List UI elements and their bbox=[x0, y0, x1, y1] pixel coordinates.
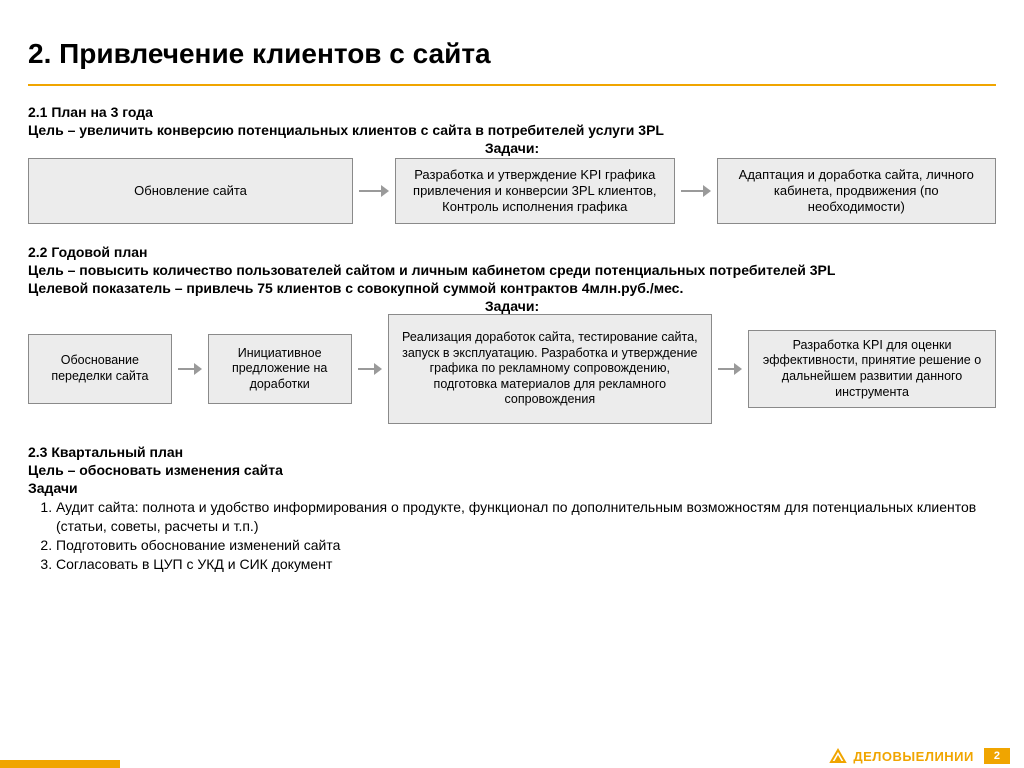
arrow-icon bbox=[718, 359, 742, 379]
section3-tasks-label: Задачи bbox=[28, 480, 996, 496]
section3-goal: Цель – обосновать изменения сайта bbox=[28, 462, 996, 478]
flow-box: Разработка KPI для оценки эффективности,… bbox=[748, 330, 996, 408]
flow-box: Реализация доработок сайта, тестирование… bbox=[388, 314, 713, 424]
section2-goal-line1: Цель – повысить количество пользователей… bbox=[28, 262, 996, 278]
section3-task-list: Аудит сайта: полнота и удобство информир… bbox=[28, 498, 996, 574]
flow-box: Адаптация и доработка сайта, личного каб… bbox=[717, 158, 996, 224]
list-item: Подготовить обоснование изменений сайта bbox=[56, 536, 996, 555]
brand-triangle-icon bbox=[829, 748, 847, 764]
section1-tasks-label: Задачи: bbox=[28, 140, 996, 156]
list-item: Согласовать в ЦУП с УКД и СИК документ bbox=[56, 555, 996, 574]
slide: 2. Привлечение клиентов с сайта 2.1 План… bbox=[0, 0, 1024, 768]
section1-flow: Обновление сайта Разработка и утверждени… bbox=[28, 158, 996, 224]
flow-box: Обоснование переделки сайта bbox=[28, 334, 172, 404]
accent-divider bbox=[28, 84, 996, 86]
flow-box: Обновление сайта bbox=[28, 158, 353, 224]
flow-box: Инициативное предложение на доработки bbox=[208, 334, 352, 404]
arrow-icon bbox=[681, 181, 711, 201]
footer-accent-bar bbox=[0, 760, 120, 768]
brand-logo: ДЕЛОВЫЕЛИНИИ bbox=[829, 748, 974, 764]
page-number-badge: 2 bbox=[984, 748, 1010, 764]
section2-goal-line2: Целевой показатель – привлечь 75 клиенто… bbox=[28, 280, 996, 296]
flow-box: Разработка и утверждение KPI графика при… bbox=[395, 158, 674, 224]
section1-goal: Цель – увеличить конверсию потенциальных… bbox=[28, 122, 996, 138]
section2-tasks-label: Задачи: bbox=[28, 298, 996, 314]
brand-name: ДЕЛОВЫЕЛИНИИ bbox=[853, 749, 974, 764]
section2-flow: Обоснование переделки сайта Инициативное… bbox=[28, 314, 996, 424]
arrow-icon bbox=[358, 359, 382, 379]
section-2: 2.2 Годовой план Цель – повысить количес… bbox=[28, 244, 996, 424]
section1-heading: 2.1 План на 3 года bbox=[28, 104, 996, 120]
section3-heading: 2.3 Квартальный план bbox=[28, 444, 996, 460]
section2-heading: 2.2 Годовой план bbox=[28, 244, 996, 260]
footer: ДЕЛОВЫЕЛИНИИ 2 bbox=[0, 744, 1024, 768]
section-3: 2.3 Квартальный план Цель – обосновать и… bbox=[28, 444, 996, 574]
section-1: 2.1 План на 3 года Цель – увеличить конв… bbox=[28, 104, 996, 224]
arrow-icon bbox=[178, 359, 202, 379]
list-item: Аудит сайта: полнота и удобство информир… bbox=[56, 498, 996, 536]
page-title: 2. Привлечение клиентов с сайта bbox=[28, 38, 996, 70]
arrow-icon bbox=[359, 181, 389, 201]
